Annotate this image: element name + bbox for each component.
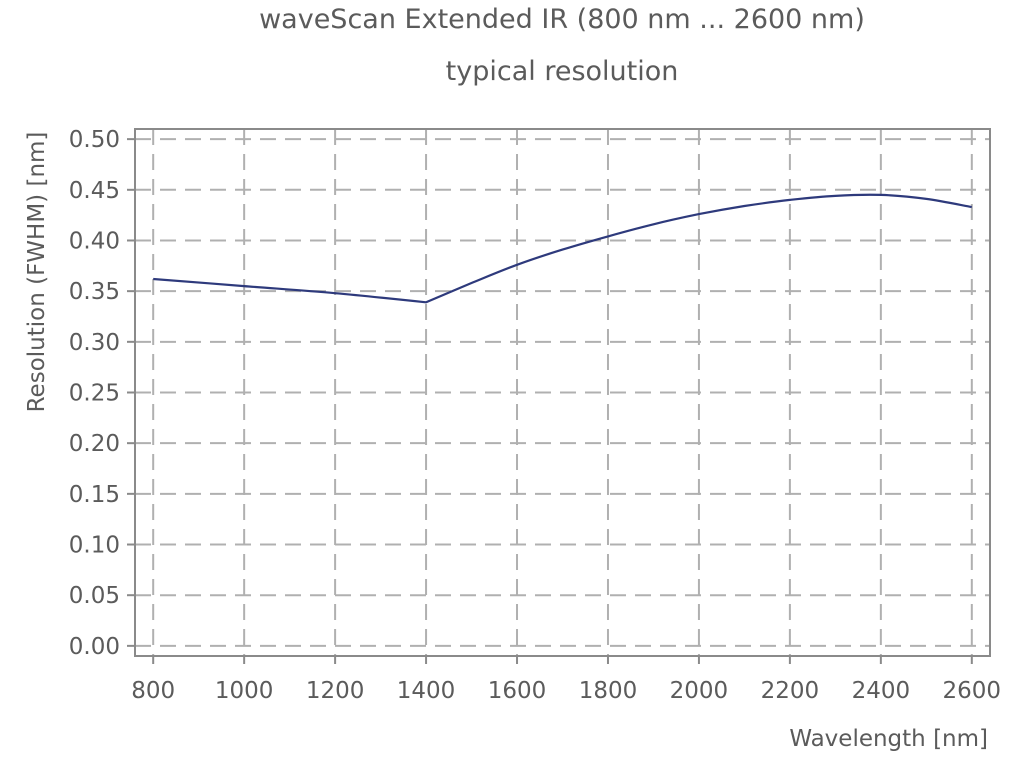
y-tick-label: 0.40 [69, 228, 120, 254]
x-tick-label: 1400 [397, 678, 456, 704]
x-tick-label: 1600 [488, 678, 547, 704]
y-tick-label: 0.05 [69, 583, 120, 609]
x-tick-label: 1200 [306, 678, 365, 704]
y-tick-label: 0.45 [69, 178, 120, 204]
x-tick-label: 2200 [761, 678, 820, 704]
axis-ticks [127, 138, 973, 664]
chart-subtitle: typical resolution [445, 56, 679, 87]
y-tick-label: 0.15 [69, 482, 120, 508]
y-tick-label: 0.35 [69, 279, 120, 305]
series-line [153, 193, 972, 304]
y-tick-labels: 0.00 0.05 0.10 0.15 0.20 0.25 0.30 0.35 0.40 0.45… [69, 127, 120, 660]
x-tick-labels: 800 1000 1200 1400 1600 1800 2000 2200 2400 2600 [131, 678, 1001, 704]
grid [135, 129, 990, 656]
y-axis-label: Resolution (FWHM) [nm] [24, 132, 50, 413]
y-tick-label: 0.20 [69, 431, 120, 457]
series-group [153, 193, 972, 304]
x-axis-label: Wavelength [nm] [789, 726, 988, 752]
x-tick-label: 1800 [579, 678, 638, 704]
y-tick-label: 0.00 [69, 634, 120, 660]
y-tick-label: 0.25 [69, 381, 120, 407]
y-tick-label: 0.30 [69, 330, 120, 356]
x-tick-label: 2600 [943, 678, 1002, 704]
y-tick-label: 0.10 [69, 533, 120, 559]
x-tick-label: 2400 [852, 678, 911, 704]
x-tick-label: 2000 [670, 678, 729, 704]
y-tick-label: 0.50 [69, 127, 120, 153]
x-tick-label: 800 [131, 678, 175, 704]
chart-title: waveScan Extended IR (800 nm ... 2600 nm… [259, 4, 865, 35]
x-tick-label: 1000 [215, 678, 274, 704]
